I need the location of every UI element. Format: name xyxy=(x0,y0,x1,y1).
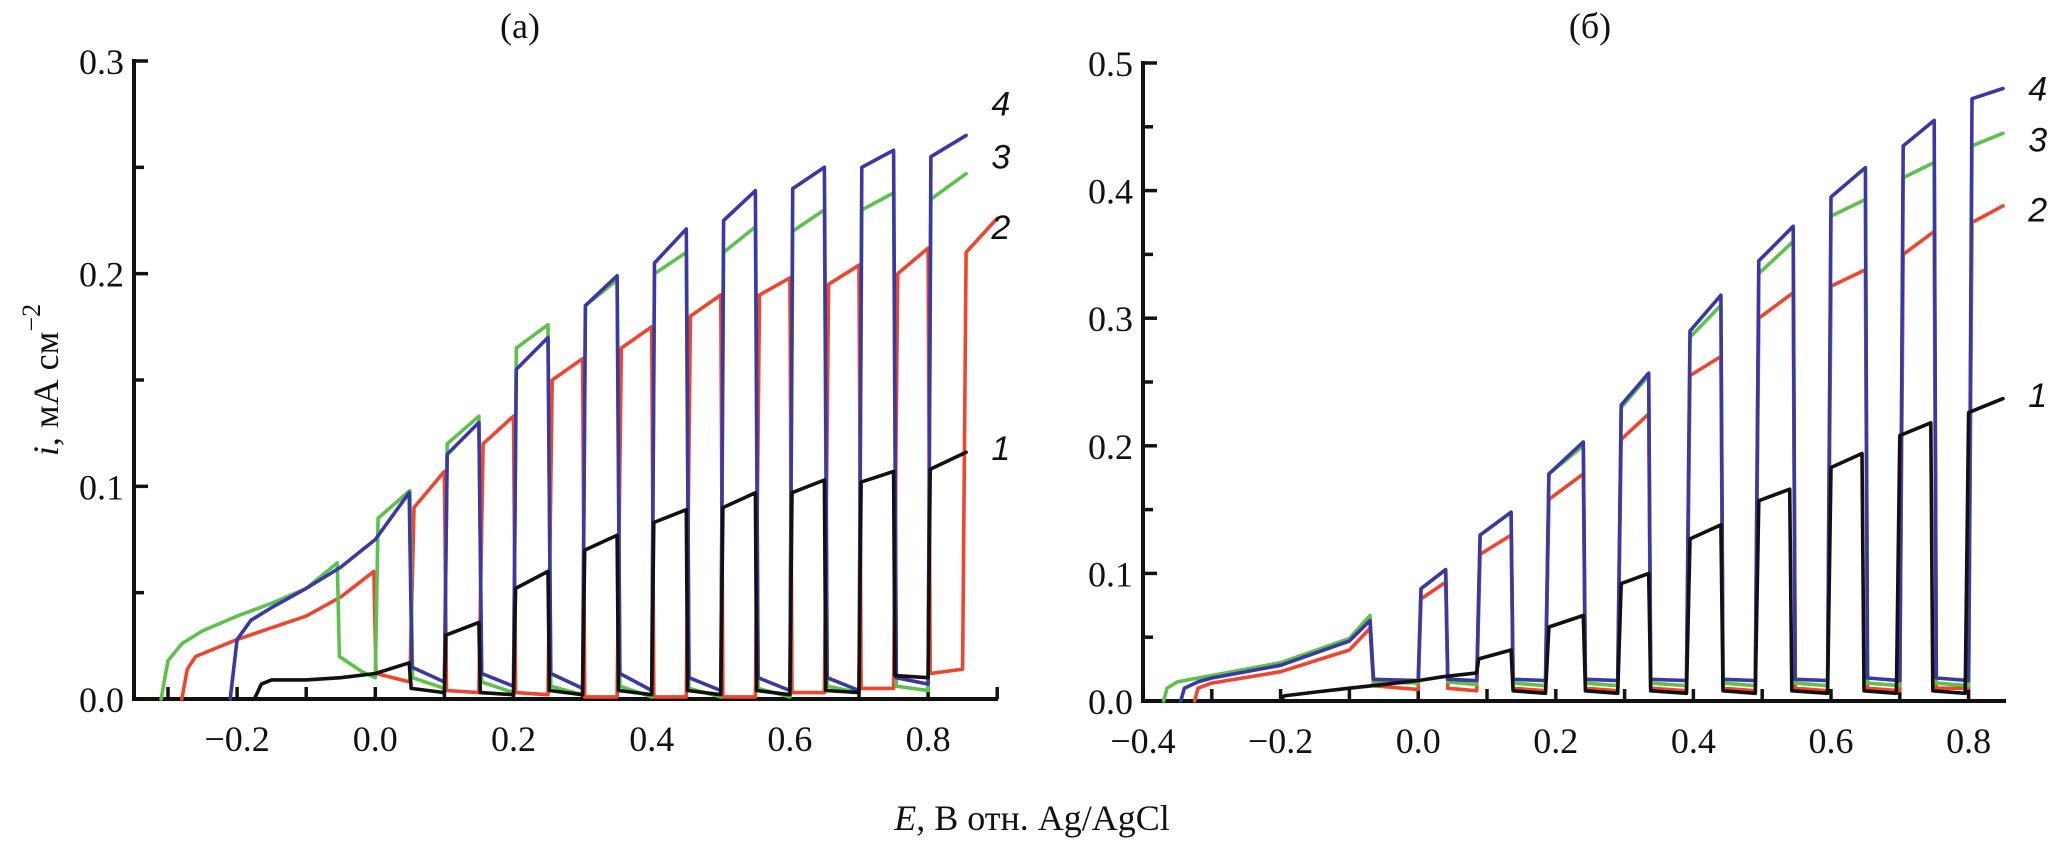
x-axis-var: E xyxy=(893,798,916,838)
panel-a: (a) 0.0 0.1 0.2 0.3 −0.2 0.0 0.2 0.4 0.6 0.8 1 2 3 4… xyxy=(17,6,1010,759)
series-4-label: 4 xyxy=(2028,71,2047,109)
panel-a-curves xyxy=(159,133,999,701)
x-tick-label: 0.8 xyxy=(1946,721,1991,761)
series-2-line xyxy=(1192,204,2005,703)
panel-b: (б) 0.00.10.20.30.40.5−0.4 −0.2 0.0 0.2 0.4 0… xyxy=(1088,6,2047,761)
x-tick-label: 0.6 xyxy=(767,719,812,759)
series-2-line xyxy=(180,216,999,701)
series-1-line xyxy=(252,450,968,701)
y-axis-unit: , мА см xyxy=(26,332,66,447)
y-tick-label: 0.2 xyxy=(79,255,124,295)
y-axis-exponent: −2 xyxy=(17,304,46,332)
y-axis-title: i, мА см−2 xyxy=(17,304,66,456)
series-3-label: 3 xyxy=(991,139,1010,177)
y-tick-label: 0.2 xyxy=(1088,427,1133,467)
y-tick-label: 0.3 xyxy=(79,42,124,82)
panel-a-curve-labels: 1 2 3 4 xyxy=(990,86,1010,469)
series-4-line xyxy=(228,133,968,701)
y-axis-var: i xyxy=(26,446,66,456)
y-tick-label: 0.0 xyxy=(79,680,124,720)
panel-b-axes: 0.0 0.1 0.2 0.3 0.4 0.5 −0.4 −0.2 0.0 0.2 0.4 0.6 0.… xyxy=(1088,44,2006,761)
x-tick-label: 0.0 xyxy=(353,719,398,759)
series-4-line xyxy=(1179,86,2005,703)
series-3-line xyxy=(159,171,968,701)
x-tick-label: 0.4 xyxy=(1671,721,1716,761)
x-tick-label: −0.2 xyxy=(1248,721,1313,761)
series-2-label: 2 xyxy=(990,209,1010,247)
panel-b-curves xyxy=(1161,86,2005,703)
panel-a-title: (a) xyxy=(500,6,540,46)
series-2-label: 2 xyxy=(2027,192,2047,230)
y-tick-label: 0.4 xyxy=(1088,172,1133,212)
x-tick-label: 0.2 xyxy=(1533,721,1578,761)
y-tick-label: 0.5 xyxy=(1088,44,1133,84)
x-tick-label: 0.6 xyxy=(1809,721,1854,761)
y-tick-label: 0.0 xyxy=(1088,682,1133,722)
x-tick-label: 0.2 xyxy=(491,719,536,759)
panel-a-axes: 0.0 0.1 0.2 0.3 −0.2 0.0 0.2 0.4 0.6 0.8 xyxy=(79,42,999,759)
series-3-label: 3 xyxy=(2028,122,2047,160)
x-tick-label: 0.0 xyxy=(1396,721,1441,761)
y-tick-label: 0.1 xyxy=(79,467,124,507)
panel-b-title: (б) xyxy=(1569,6,1611,46)
panel-b-curve-labels: 1 2 3 4 xyxy=(2027,71,2047,415)
y-tick-label: 0.3 xyxy=(1088,299,1133,339)
x-tick-label: −0.2 xyxy=(204,719,269,759)
series-1-label: 1 xyxy=(2028,377,2047,415)
x-tick-label: −0.4 xyxy=(1110,721,1175,761)
x-axis-title: E, В отн. Ag/AgCl xyxy=(893,798,1170,838)
series-1-label: 1 xyxy=(991,430,1010,468)
series-4-label: 4 xyxy=(991,86,1010,124)
x-axis-unit: , В отн. Ag/AgCl xyxy=(916,798,1170,838)
series-1-line xyxy=(1278,396,2005,703)
x-tick-label: 0.8 xyxy=(906,719,951,759)
x-tick-label: 0.4 xyxy=(629,719,674,759)
y-tick-label: 0.1 xyxy=(1088,554,1133,594)
